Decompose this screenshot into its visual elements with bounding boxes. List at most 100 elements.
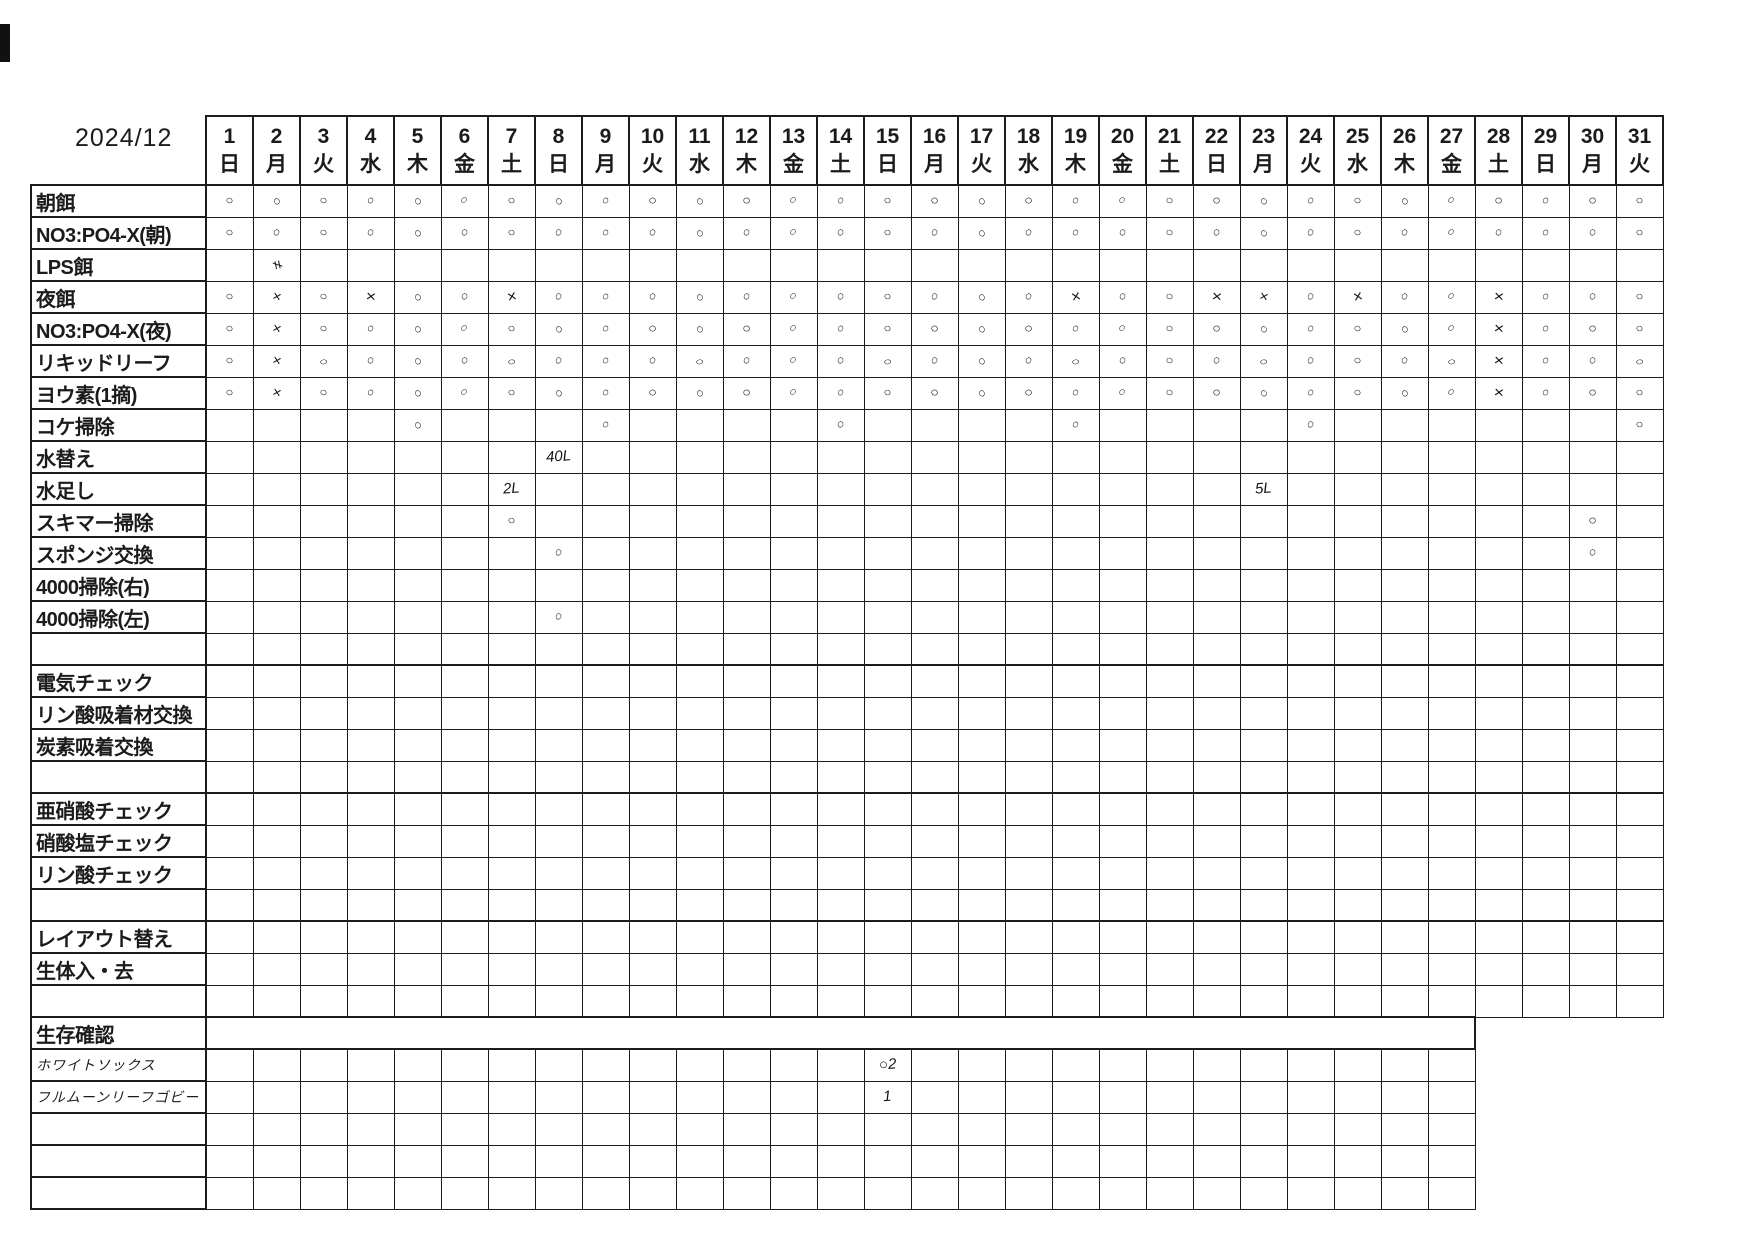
day-cell: [1051, 1048, 1100, 1082]
day-cell: [628, 952, 677, 986]
day-cell: [1286, 504, 1335, 538]
day-header: 12 木: [722, 115, 771, 186]
day-weekday: 木: [407, 152, 428, 176]
day-cell: [1098, 1144, 1147, 1178]
circle-mark: ○: [598, 192, 613, 210]
day-cell: [1521, 504, 1570, 538]
day-cell: ○: [1568, 376, 1617, 410]
day-cell: [252, 664, 301, 698]
circle-mark: ○: [317, 321, 330, 336]
day-cell: ○: [1098, 184, 1147, 218]
day-cell: [581, 984, 630, 1018]
circle-mark: ○: [598, 384, 613, 401]
day-cell: [628, 888, 677, 922]
day-number: 19: [1063, 125, 1088, 149]
circle-mark: ○: [224, 385, 236, 400]
day-cell: [1145, 1112, 1194, 1146]
table-row: [30, 632, 1664, 666]
day-cell: [581, 632, 630, 666]
day-cell: [440, 984, 489, 1018]
day-cell: [675, 248, 724, 282]
day-cell: ○: [957, 312, 1006, 346]
day-weekday: 水: [1347, 152, 1368, 176]
day-cell: [487, 440, 536, 474]
day-cell: ×: [252, 344, 301, 378]
day-cell: [1004, 408, 1053, 442]
day-cell: ○: [534, 280, 583, 314]
day-cell: [910, 472, 959, 506]
circle-mark: ○: [1163, 225, 1176, 240]
day-cell: [487, 632, 536, 666]
day-cell: [1286, 824, 1335, 858]
circle-mark: ○: [456, 320, 472, 336]
circle-mark: ○: [1068, 416, 1083, 433]
day-cell: [393, 824, 442, 858]
day-cell: [1615, 760, 1664, 794]
day-cell: [1474, 568, 1523, 602]
table-row: フルムーンリーフゴビー 1: [30, 1080, 1663, 1114]
day-cell: [581, 1112, 630, 1146]
day-cell: [1333, 504, 1382, 538]
day-cell: [487, 856, 536, 890]
day-cell: [1615, 728, 1664, 762]
day-cell: [1239, 1112, 1288, 1146]
day-header: 19 木: [1051, 115, 1100, 186]
circle-mark: ○: [411, 320, 425, 339]
day-cell: ○: [957, 376, 1006, 410]
day-cell: [1615, 248, 1664, 282]
day-cell: ○: [1286, 312, 1335, 346]
day-cell: [675, 504, 724, 538]
day-header: 14 土: [816, 115, 865, 186]
day-cell: [722, 472, 771, 506]
circle-mark: ○: [317, 193, 330, 209]
day-cell: [534, 472, 583, 506]
day-cell: [346, 1176, 395, 1210]
day-cell: [1380, 728, 1429, 762]
day-cell: [1427, 856, 1476, 890]
day-cell: [1286, 760, 1335, 794]
day-cell: [769, 920, 818, 954]
day-cell: ○: [1051, 344, 1100, 378]
day-cell: [1427, 1048, 1476, 1082]
circle-mark: ○: [1351, 385, 1364, 400]
day-weekday: 金: [783, 152, 804, 176]
day-cell: [1098, 568, 1147, 602]
day-cell: [1004, 760, 1053, 794]
day-cell: [1615, 856, 1664, 890]
day-cell: ○: [581, 216, 630, 250]
day-cell: [863, 248, 912, 282]
day-cell: [816, 792, 865, 826]
day-cell: [1474, 536, 1523, 570]
day-cell: [957, 824, 1006, 858]
table-row: ホワイトソックス ○2: [30, 1048, 1663, 1082]
day-weekday: 月: [1253, 152, 1274, 176]
day-cell: [1333, 920, 1382, 954]
day-cell: [910, 984, 959, 1018]
day-cell: [1286, 600, 1335, 634]
day-cell: [628, 1112, 677, 1146]
day-cell: [1521, 664, 1570, 698]
day-cell: ○: [1568, 312, 1617, 346]
day-cell: [628, 696, 677, 730]
day-cell: [1380, 952, 1429, 986]
day-cell: [1098, 1048, 1147, 1082]
day-cell: [581, 600, 630, 634]
day-cell: [769, 1048, 818, 1082]
day-cell: ○: [910, 376, 959, 410]
day-cell: [769, 600, 818, 634]
day-cell: [1098, 984, 1147, 1018]
day-header: 21 土: [1145, 115, 1194, 186]
day-cell: [1051, 728, 1100, 762]
day-cell: [1145, 728, 1194, 762]
day-cell: [722, 408, 771, 442]
day-weekday: 金: [454, 152, 475, 176]
day-cell: ○: [957, 280, 1006, 314]
day-cell: [675, 792, 724, 826]
day-cell: [957, 760, 1006, 794]
day-cell: [1333, 632, 1382, 666]
day-cell: [205, 632, 254, 666]
day-cell: [816, 1080, 865, 1114]
day-cell: [393, 888, 442, 922]
day-cell: [581, 1144, 630, 1178]
